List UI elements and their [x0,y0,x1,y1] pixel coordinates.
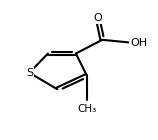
Text: OH: OH [130,38,147,48]
Text: CH₃: CH₃ [77,104,96,114]
Text: O: O [93,13,102,23]
Text: S: S [26,68,33,78]
